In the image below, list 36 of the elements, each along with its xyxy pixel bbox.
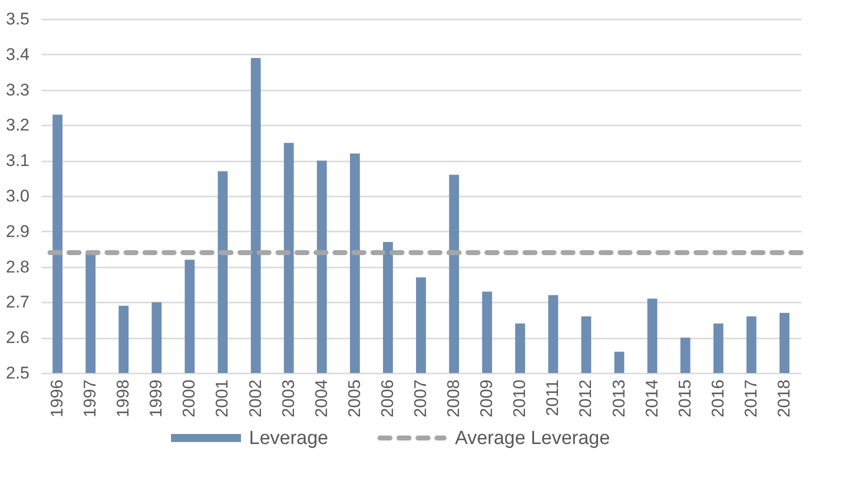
x-tick-label: 2005	[344, 380, 364, 418]
y-tick-label: 3.0	[6, 186, 30, 206]
x-tick-label: 2013	[609, 380, 628, 418]
x-tick-label: 1997	[80, 380, 100, 418]
x-tick-label: 2007	[411, 380, 430, 418]
x-tick-label: 2014	[642, 380, 662, 418]
y-tick-label: 3.5	[6, 10, 30, 28]
legend-label: Leverage	[249, 428, 328, 449]
x-tick-label: 2008	[444, 380, 464, 418]
y-tick-label: 3.4	[6, 44, 30, 64]
x-tick-label: 1998	[114, 380, 133, 418]
x-tick-label: 2015	[675, 380, 694, 418]
x-tick-label: 2011	[543, 380, 562, 416]
y-tick-label: 3.2	[6, 116, 30, 135]
y-tick-label: 2.7	[6, 292, 30, 312]
x-tick-label: 1996	[48, 380, 67, 418]
y-tick-label: 2.5	[6, 364, 30, 382]
legend-label: Average Leverage	[455, 428, 610, 449]
x-tick-label: 2003	[278, 380, 298, 418]
y-tick-label: 3.3	[6, 80, 30, 100]
y-tick-label: 2.8	[6, 257, 30, 276]
x-tick-label: 2001	[212, 380, 232, 418]
x-tick-label: 2016	[708, 380, 728, 418]
x-tick-label: 2012	[576, 380, 596, 418]
x-tick-label: 2018	[774, 380, 794, 418]
x-tick-label: 1999	[146, 380, 166, 418]
x-tick-label: 2010	[510, 380, 530, 418]
x-tick-label: 2004	[312, 380, 331, 418]
y-tick-label: 3.1	[6, 151, 30, 170]
y-tick-label: 2.9	[6, 222, 30, 241]
x-tick-label: 2000	[180, 380, 199, 418]
x-tick-label: 2009	[477, 380, 496, 418]
x-tick-label: 2017	[741, 380, 760, 418]
y-tick-label: 2.6	[6, 328, 30, 348]
x-tick-label: 2006	[378, 380, 397, 418]
x-tick-label: 2002	[246, 380, 265, 418]
